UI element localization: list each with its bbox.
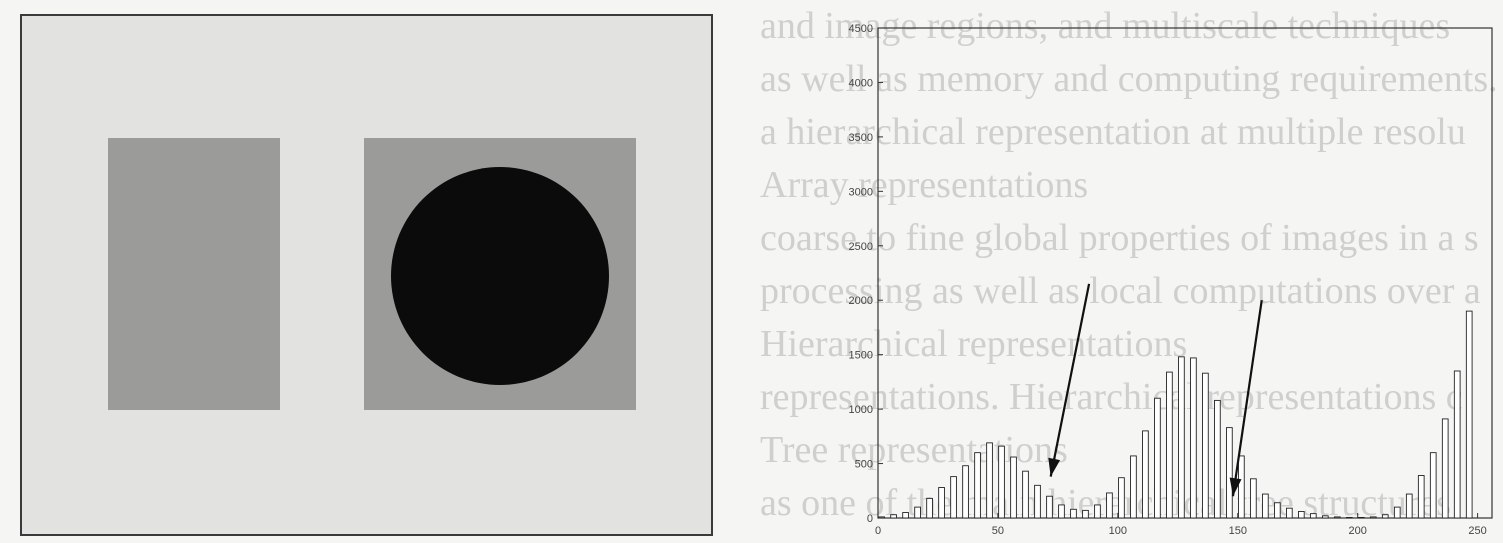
- y-tick-label: 500: [855, 459, 873, 471]
- annotation-arrow-shaft: [1049, 283, 1091, 477]
- annotation-arrow-shaft: [1231, 300, 1263, 497]
- histogram-bar: [962, 465, 969, 519]
- histogram-bar: [1130, 455, 1137, 519]
- y-tick-label: 2500: [849, 241, 873, 253]
- histogram-bar: [1214, 399, 1221, 519]
- y-tick-label: 3500: [849, 132, 873, 144]
- histogram-bar: [1345, 517, 1353, 519]
- x-tick-label: 150: [1229, 525, 1247, 537]
- y-tick-label: 1500: [849, 350, 873, 362]
- histogram-bar: [1250, 478, 1257, 519]
- histogram-bar: [1082, 509, 1089, 519]
- histogram-bar: [1022, 470, 1029, 519]
- histogram-bar: [1453, 370, 1461, 519]
- histogram-bar: [1369, 516, 1377, 519]
- histogram-bar: [986, 442, 993, 519]
- histogram-bar: [1034, 484, 1041, 519]
- histogram-bar: [1405, 493, 1413, 519]
- annotation-arrow-head: [1229, 477, 1242, 497]
- y-tick-label: 2000: [849, 295, 873, 307]
- histogram-bar: [950, 476, 957, 519]
- histogram-bar: [1118, 477, 1125, 519]
- histogram-bar: [1286, 507, 1293, 519]
- x-tick-label: 200: [1349, 525, 1367, 537]
- synthetic-image: [20, 14, 713, 536]
- histogram-bar: [1046, 495, 1053, 519]
- histogram-bar: [998, 445, 1005, 519]
- histogram-bar: [1238, 455, 1245, 519]
- histogram-bar: [1309, 513, 1317, 519]
- black-disk: [391, 167, 609, 385]
- y-tick-label: 0: [867, 513, 873, 525]
- histogram-bar: [1178, 356, 1185, 519]
- plot-frame: [877, 27, 1493, 519]
- histogram-bar: [1010, 456, 1017, 519]
- histogram-bar: [1441, 418, 1449, 519]
- x-tick-label: 100: [1109, 525, 1127, 537]
- y-tick-label: 3000: [849, 186, 873, 198]
- y-tick-label: 4500: [849, 23, 873, 35]
- histogram-bar: [1417, 475, 1425, 519]
- histogram-bar: [926, 497, 933, 519]
- histogram-bar: [974, 452, 981, 519]
- x-tick-label: 0: [875, 525, 881, 537]
- x-tick-label: 50: [992, 525, 1004, 537]
- histogram-bar: [1357, 517, 1365, 519]
- histogram-bar: [914, 506, 921, 519]
- histogram-bar: [1202, 372, 1209, 519]
- histogram-bar: [1106, 492, 1113, 519]
- y-tick-label: 1000: [849, 404, 873, 416]
- histogram-bar: [1381, 514, 1389, 519]
- histogram-bar: [1070, 508, 1077, 519]
- gray-rectangle: [108, 138, 280, 410]
- histogram-bar: [902, 512, 909, 519]
- histogram-chart: 0 50 100 150 200 2500500100015002000250030003…: [849, 23, 1493, 537]
- histogram-bar: [1274, 502, 1281, 519]
- gray-square: [364, 138, 636, 410]
- histogram-bar: [1166, 371, 1173, 519]
- histogram-bar: [1190, 357, 1197, 519]
- histogram-bar: [1226, 427, 1233, 519]
- y-tick-label: 4000: [849, 77, 873, 89]
- histogram-bar: [1154, 397, 1161, 519]
- histogram-bar: [1058, 504, 1065, 519]
- histogram-bar: [1465, 310, 1473, 519]
- histogram-bar: [890, 514, 897, 519]
- histogram-bar: [1393, 506, 1401, 519]
- histogram-bar: [1429, 452, 1437, 519]
- histogram-bar: [938, 487, 945, 519]
- x-tick-label: 250: [1468, 525, 1486, 537]
- histogram-bar: [1321, 515, 1329, 519]
- histogram-bar: [1262, 493, 1269, 519]
- histogram-bar: [1333, 516, 1341, 519]
- histogram-bar: [1142, 430, 1149, 519]
- histogram-bar: [1297, 511, 1305, 519]
- histogram-bar: [1094, 504, 1101, 519]
- annotation-arrow-head: [1048, 457, 1061, 477]
